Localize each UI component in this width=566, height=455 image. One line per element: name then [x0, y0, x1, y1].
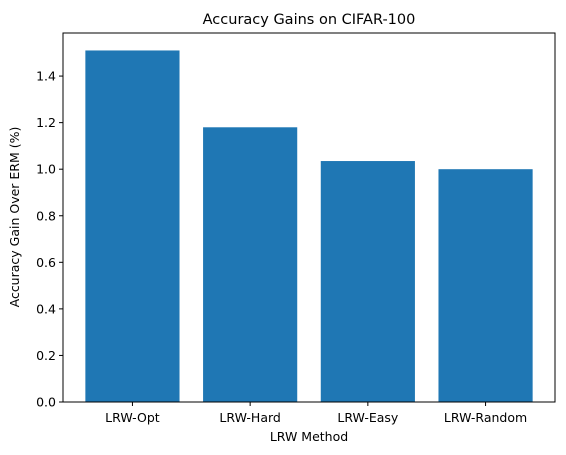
bar-lrw-random: [438, 169, 533, 402]
y-tick-label: 0.4: [36, 301, 56, 316]
x-axis-label: LRW Method: [270, 429, 348, 444]
bar-lrw-easy: [320, 161, 415, 402]
y-tick-label: 1.0: [36, 162, 56, 177]
bar-lrw-opt: [85, 50, 180, 402]
y-axis-label: Accuracy Gain Over ERM (%): [7, 127, 22, 308]
x-tick-label: LRW-Opt: [105, 410, 160, 425]
x-tick-label: LRW-Easy: [337, 410, 399, 425]
y-tick-label: 0.0: [36, 395, 56, 410]
y-tick-label: 1.2: [36, 115, 56, 130]
bars-group: [85, 50, 533, 403]
bar-lrw-hard: [203, 127, 298, 403]
y-tick-label: 0.8: [36, 208, 56, 223]
x-tick-label: LRW-Hard: [219, 410, 280, 425]
y-tick-label: 0.2: [36, 348, 56, 363]
y-axis-ticks: 0.0 0.2 0.4 0.6 0.8 1.0 1.2 1.4: [36, 69, 63, 410]
x-axis-ticks: LRW-Opt LRW-Hard LRW-Easy LRW-Random: [105, 402, 527, 425]
x-tick-label: LRW-Random: [444, 410, 527, 425]
y-tick-label: 1.4: [36, 69, 56, 84]
plot-frame: [62, 32, 556, 403]
y-tick-label: 0.6: [36, 255, 56, 270]
chart-title: Accuracy Gains on CIFAR-100: [203, 12, 416, 28]
